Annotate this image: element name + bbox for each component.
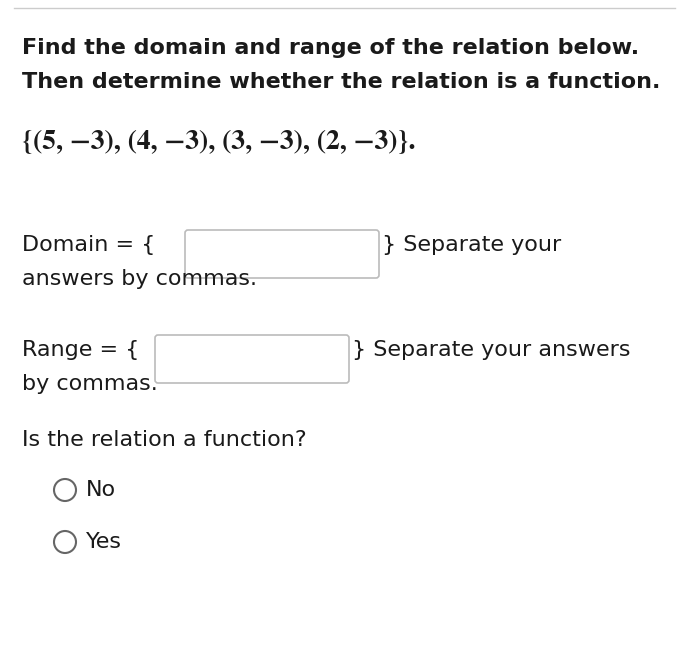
- Text: } Separate your: } Separate your: [382, 235, 561, 255]
- FancyBboxPatch shape: [185, 230, 379, 278]
- Text: Then determine whether the relation is a function.: Then determine whether the relation is a…: [22, 72, 660, 92]
- Text: Is the relation a function?: Is the relation a function?: [22, 430, 307, 450]
- Text: Find the domain and range of the relation below.: Find the domain and range of the relatio…: [22, 38, 639, 58]
- Text: Range = {: Range = {: [22, 340, 139, 360]
- Text: {(5, −3), (4, −3), (3, −3), (2, −3)}.: {(5, −3), (4, −3), (3, −3), (2, −3)}.: [22, 130, 415, 155]
- Text: Yes: Yes: [86, 532, 122, 552]
- Text: Domain = {: Domain = {: [22, 235, 155, 255]
- Text: answers by commas.: answers by commas.: [22, 269, 257, 289]
- Text: } Separate your answers: } Separate your answers: [352, 340, 630, 360]
- Text: No: No: [86, 480, 116, 500]
- FancyBboxPatch shape: [155, 335, 349, 383]
- Text: by commas.: by commas.: [22, 374, 158, 394]
